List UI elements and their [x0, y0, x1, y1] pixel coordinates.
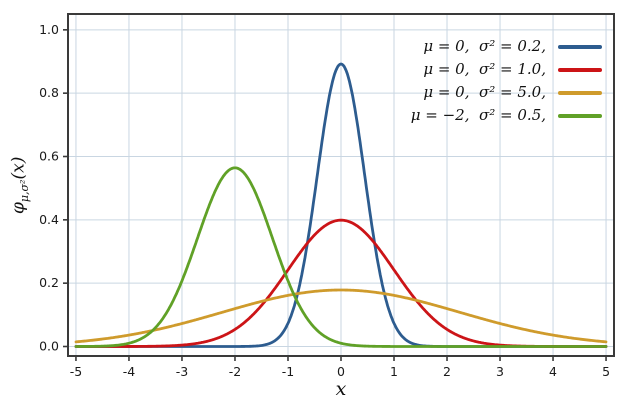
x-tick-label: 3: [496, 364, 504, 379]
x-axis-label: x: [335, 378, 347, 400]
series-curve-2: [74, 288, 608, 344]
series-curve-3: [74, 166, 608, 348]
legend-item: μ = −2, σ² = 0.5,: [411, 104, 602, 127]
x-tick-label: -3: [176, 364, 188, 379]
legend-label: μ = 0, σ² = 5.0,: [423, 83, 546, 101]
legend-item: μ = 0, σ² = 1.0,: [411, 58, 602, 81]
y-tick-label: 1.0: [39, 22, 59, 37]
legend-item: μ = 0, σ² = 0.2,: [411, 35, 602, 58]
x-tick-label: -1: [282, 364, 294, 379]
x-tick-label: -2: [229, 364, 241, 379]
x-tick-label: 4: [549, 364, 557, 379]
y-tick-label: 0.6: [39, 149, 59, 164]
x-tick-label: 0: [337, 364, 345, 379]
legend-label: μ = −2, σ² = 0.5,: [410, 106, 546, 124]
y-label-subscript: μ,σ²: [18, 179, 32, 203]
legend: μ = 0, σ² = 0.2, μ = 0, σ² = 1.0, μ = 0, σ…: [411, 35, 602, 127]
legend-swatch: [558, 44, 602, 49]
y-label-argument: (x): [8, 156, 29, 180]
y-tick-label: 0.4: [39, 212, 59, 227]
y-tick-label: 0.0: [39, 339, 59, 354]
x-tick-label: -5: [70, 364, 82, 379]
legend-swatch: [558, 90, 602, 95]
legend-item: μ = 0, σ² = 5.0,: [411, 81, 602, 104]
y-axis-label: φμ,σ²(x): [8, 105, 33, 265]
x-tick-label: -4: [123, 364, 136, 379]
y-tick-label: 0.8: [39, 85, 59, 100]
legend-swatch: [558, 113, 602, 118]
y-tick-label: 0.2: [39, 275, 59, 290]
legend-swatch: [558, 67, 602, 72]
x-tick-label: 2: [443, 364, 451, 379]
legend-label: μ = 0, σ² = 0.2,: [423, 37, 546, 55]
y-label-phi: φ: [8, 202, 29, 215]
legend-label: μ = 0, σ² = 1.0,: [423, 60, 546, 78]
x-tick-label: 5: [602, 364, 610, 379]
x-tick-label: 1: [390, 364, 398, 379]
